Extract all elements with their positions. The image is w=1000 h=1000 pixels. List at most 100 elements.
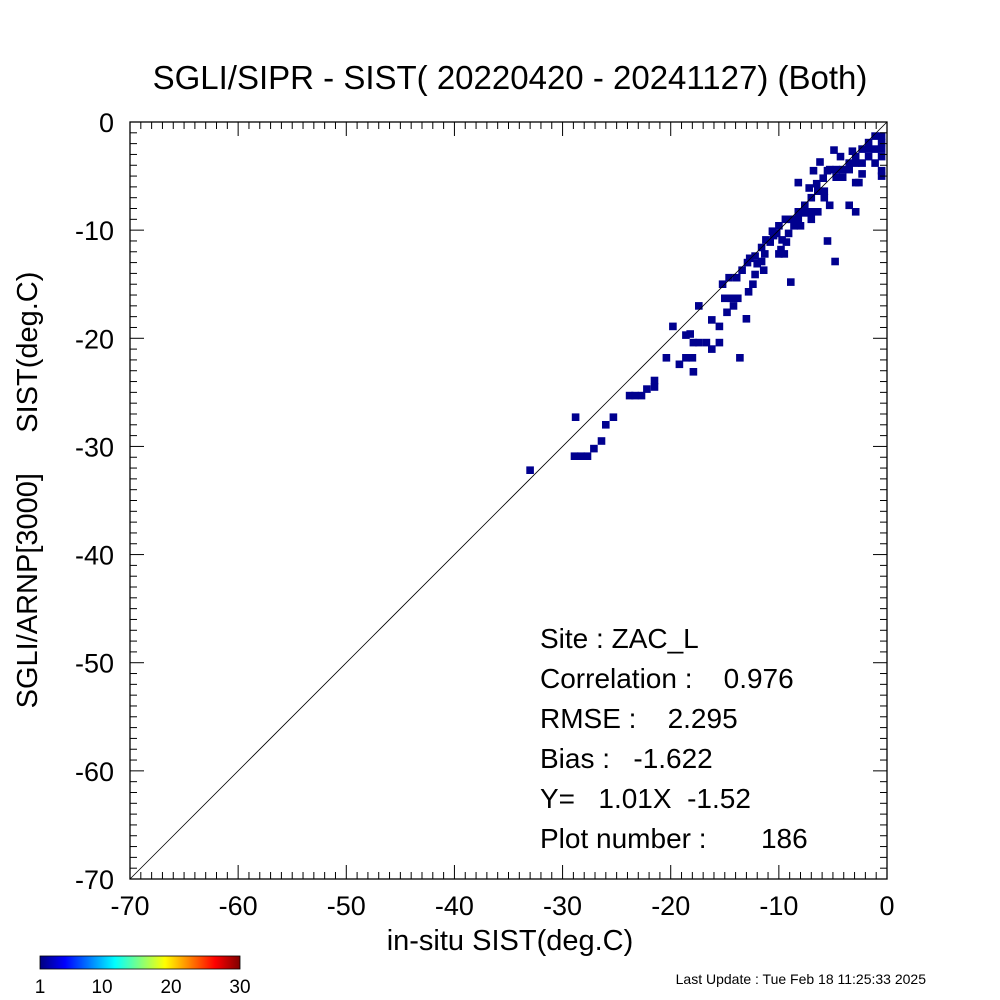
x-tick-label: -40 (435, 891, 474, 921)
density-cell (637, 391, 646, 400)
density-cell (734, 294, 742, 303)
density-cell (753, 259, 761, 268)
y-tick-label: -40 (75, 541, 114, 571)
density-cell (609, 413, 618, 421)
density-cell (725, 273, 733, 282)
density-cell (682, 354, 690, 362)
y-tick-label: -70 (75, 865, 114, 895)
statistic-line: Plot number : 186 (540, 823, 808, 854)
density-cell (838, 173, 847, 181)
density-cell (788, 215, 796, 224)
density-cell (832, 165, 840, 174)
density-cell (718, 280, 727, 288)
density-cell (583, 452, 592, 460)
density-cell (742, 315, 751, 323)
density-cell (812, 179, 821, 188)
density-cell (877, 152, 886, 161)
density-cell (757, 257, 766, 266)
density-cell (736, 354, 744, 362)
density-cell (864, 145, 873, 153)
last-update-text: Last Update : Tue Feb 18 11:25:33 2025 (676, 971, 927, 987)
density-cell (729, 302, 738, 310)
density-cell (625, 391, 634, 400)
density-cell (877, 132, 886, 140)
colorbar-tick-label: 1 (35, 977, 46, 998)
x-tick-label: -70 (110, 891, 149, 921)
density-cell (796, 222, 805, 230)
y-tick-label: -10 (75, 216, 114, 246)
density-cell (794, 208, 803, 216)
density-cell (858, 145, 866, 153)
density-cell (775, 222, 783, 230)
density-cell (781, 215, 790, 224)
axis-ticks (129, 121, 888, 880)
density-cell (702, 338, 711, 347)
density-cell (775, 250, 783, 258)
density-cell (686, 330, 694, 338)
density-cell (570, 452, 579, 460)
density-cell (631, 391, 639, 400)
density-cell (794, 178, 803, 187)
density-cell (794, 214, 803, 223)
statistics-panel: Site : ZAC_L Correlation : 0.976 RMSE : 2.… (540, 623, 808, 854)
density-cell (780, 250, 789, 258)
density-cell (597, 437, 606, 445)
density-cell (749, 280, 757, 288)
density-cell (577, 452, 585, 460)
statistic-line: Y= 1.01X -1.52 (540, 783, 751, 814)
density-cell (768, 227, 777, 235)
x-tick-label: -60 (219, 891, 258, 921)
statistic-line: RMSE : 2.295 (540, 703, 738, 734)
density-cell (723, 308, 731, 317)
density-cell (526, 466, 534, 474)
density-cell (807, 208, 816, 216)
density-cell (838, 165, 847, 174)
density-cell (848, 147, 857, 155)
density-cell (590, 444, 598, 453)
density-cell (669, 322, 677, 331)
density-cell (845, 159, 853, 167)
x-axis-label: in-situ SIST(deg.C) (387, 925, 634, 957)
y-tick-label: -20 (75, 324, 114, 354)
x-axis-tick-labels: -70 -60 -50 -40 -30 -20 -10 0 (110, 891, 894, 921)
density-cell (790, 222, 798, 230)
x-tick-label: -20 (651, 891, 690, 921)
density-cell (708, 316, 716, 324)
density-cell (662, 354, 671, 362)
density-cell (787, 278, 795, 286)
density-cell (807, 215, 816, 224)
density-cell (816, 158, 824, 166)
density-cell (858, 170, 866, 178)
density-cell (820, 187, 829, 195)
density-cell (675, 360, 684, 369)
density-cell (715, 338, 724, 347)
density-cell (871, 145, 879, 153)
statistic-line: Site : ZAC_L (540, 623, 699, 654)
density-cell (851, 159, 860, 167)
x-tick-label: -10 (759, 891, 798, 921)
density-cell (762, 236, 770, 244)
density-cell (708, 345, 716, 353)
density-cell (831, 257, 839, 266)
density-cell (689, 338, 698, 347)
density-cell (820, 193, 829, 202)
density-cell (858, 159, 866, 167)
density-cell (877, 138, 886, 147)
density-cell (819, 174, 827, 182)
density-cell (689, 368, 698, 376)
density-cell (650, 383, 659, 391)
density-cell (759, 266, 768, 274)
y-tick-label: -60 (75, 757, 114, 787)
density-cell (688, 354, 697, 362)
density-cell (823, 166, 832, 175)
density-cell (778, 236, 786, 244)
x-tick-label: -50 (327, 891, 366, 921)
density-cell (825, 201, 834, 210)
density-cell (751, 270, 759, 279)
density-cell (823, 237, 832, 245)
density-cell (751, 252, 759, 260)
x-tick-label: 0 (879, 891, 894, 921)
density-cell (744, 288, 753, 296)
density-cell (732, 273, 741, 282)
x-tick-label: -30 (543, 891, 582, 921)
